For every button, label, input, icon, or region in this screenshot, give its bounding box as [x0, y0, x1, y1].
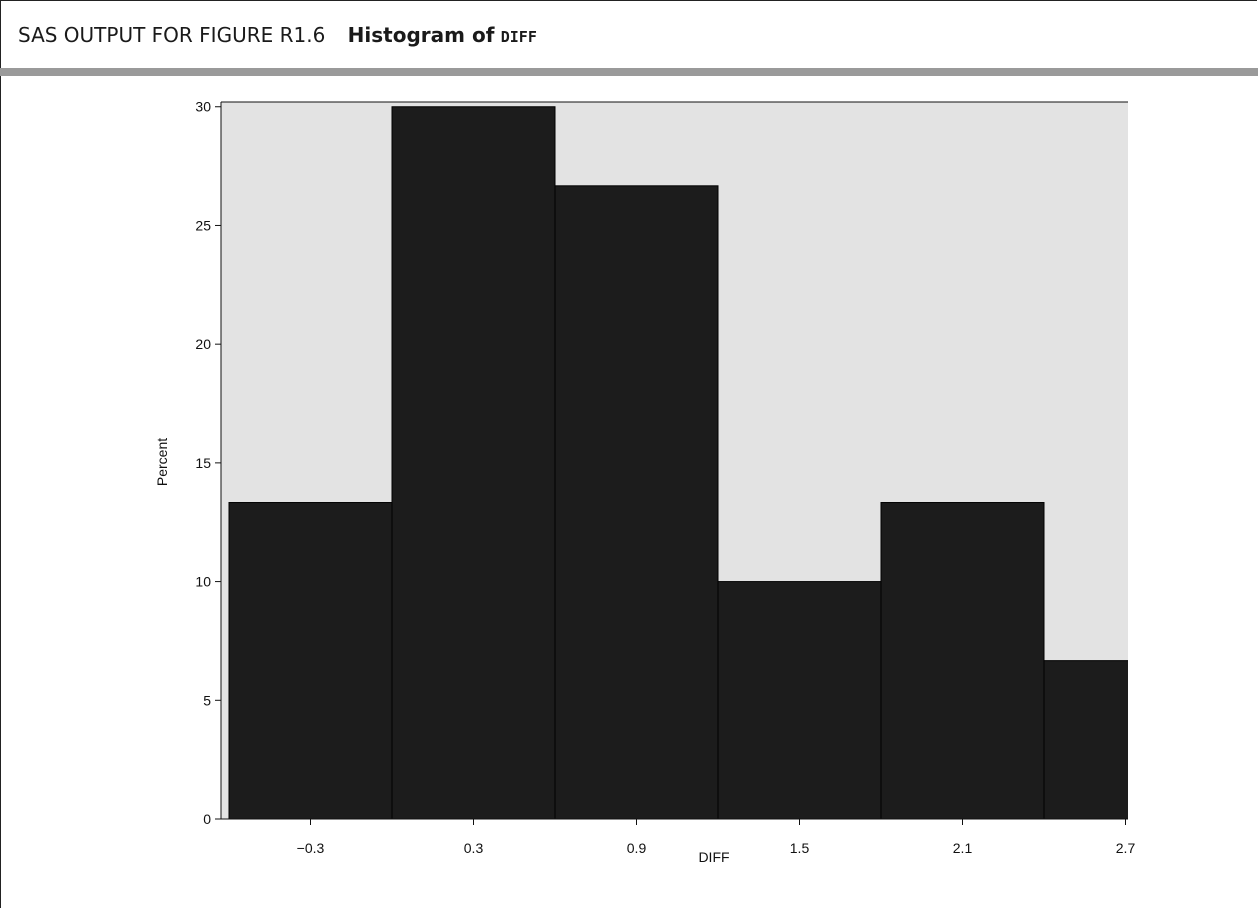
histogram-bar-1.5	[717, 581, 882, 819]
histogram-bar-2.1	[880, 502, 1045, 819]
y-tick-label: 30	[195, 99, 211, 115]
histogram-bar--0.3	[228, 502, 393, 819]
y-axis-ticks: 0 5 10 15 20 25 30	[195, 99, 221, 827]
x-tick-label: 0.3	[464, 840, 484, 856]
figure-title: Histogram of	[347, 23, 495, 47]
y-tick-label: 15	[195, 455, 211, 471]
y-axis-label: Percent	[154, 438, 170, 486]
y-tick-label: 5	[203, 692, 211, 708]
x-tick-label: 2.1	[953, 840, 973, 856]
figure-caption: SAS OUTPUT FOR FIGURE R1.6 Histogram of …	[18, 23, 537, 47]
x-axis-ticks: −0.3 0.3 0.9 1.5 2.1 2.7	[297, 819, 1136, 856]
y-tick-label: 25	[195, 217, 211, 233]
x-tick-label: 0.9	[627, 840, 647, 856]
x-tick-label: −0.3	[297, 840, 325, 856]
histogram-bar-2.7	[1043, 660, 1128, 819]
figure-title-variable: DIFF	[500, 28, 537, 46]
x-tick-label: 1.5	[790, 840, 810, 856]
x-tick-label: 2.7	[1116, 840, 1136, 856]
x-axis-label: DIFF	[698, 849, 729, 865]
figure-label: SAS OUTPUT FOR FIGURE R1.6	[18, 23, 326, 47]
y-tick-label: 10	[195, 574, 211, 590]
y-tick-label: 0	[203, 811, 211, 827]
y-tick-label: 20	[195, 336, 211, 352]
histogram-bar-0.9	[554, 185, 719, 819]
caption-rule	[0, 68, 1258, 76]
histogram-bar-0.3	[391, 106, 556, 819]
histogram-bars	[228, 106, 1128, 819]
